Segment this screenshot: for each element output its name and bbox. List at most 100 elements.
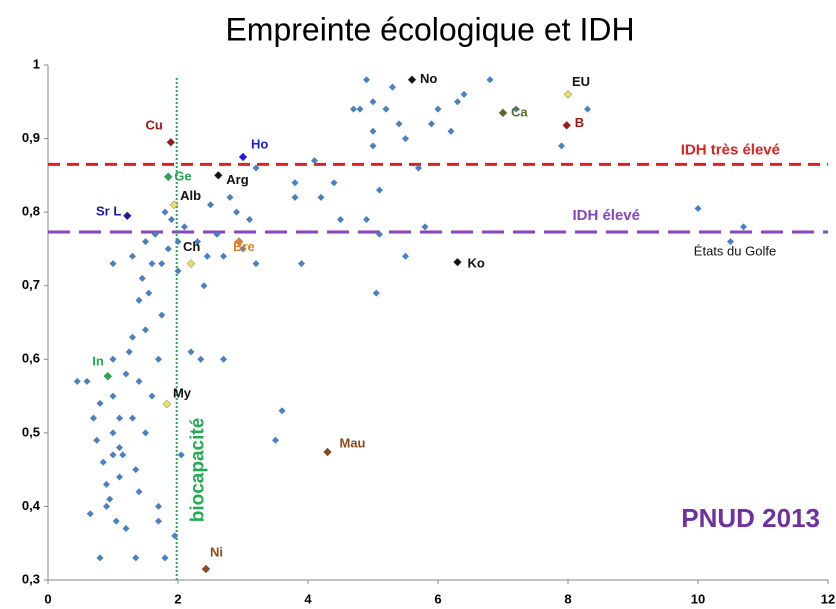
point-label: No [420,71,437,86]
point [155,355,162,363]
point-label: EU [572,74,590,89]
point [86,510,94,518]
point [116,444,123,452]
point [402,135,409,143]
point [272,436,279,444]
labeled-point [407,75,417,85]
point [187,348,195,356]
point [103,502,110,510]
labeled-point [186,259,196,268]
labeled-point [103,371,113,381]
point [129,414,136,422]
y-tick-label: 0,4 [22,498,41,513]
point [317,193,325,201]
point [421,223,429,231]
point [132,554,140,562]
y-tick-label: 0,9 [22,130,40,145]
point [239,245,247,253]
labeled-point [453,257,462,267]
point [447,127,455,135]
point [142,238,149,246]
labeled-point [563,90,573,99]
point [330,179,338,187]
x-tick-label: 2 [174,591,181,606]
point-label: Bre [233,239,255,254]
point [350,105,357,113]
point [116,414,123,422]
x-tick-label: 4 [304,591,312,606]
point [200,282,208,290]
point [135,488,143,496]
point [132,466,140,474]
point-label: Ko [468,256,485,271]
x-tick-label: 8 [564,591,571,606]
point [252,260,260,268]
labeled-point [234,237,244,246]
point-label: Ch [183,239,200,254]
labeled-point [562,120,572,130]
point [278,407,286,415]
point [161,208,169,216]
point [151,230,159,238]
labeled-point [163,172,173,182]
point [203,252,211,260]
point [96,399,104,407]
point-label: Cu [146,118,163,133]
point-label: Ge [174,168,191,183]
chart-title: Empreinte écologique et IDH [225,11,634,47]
point-label: Ho [251,136,268,151]
point [142,429,149,437]
point [164,245,172,253]
point [694,204,702,212]
point-label: In [92,354,104,369]
point [99,458,107,466]
point [220,252,227,260]
point [174,238,182,246]
point [109,260,117,268]
point [109,355,117,363]
x-tick-label: 6 [434,591,441,606]
point [369,127,377,135]
y-tick-label: 0,6 [22,351,40,366]
point [138,274,146,282]
point [291,179,299,187]
point-label: Ca [511,104,528,119]
point [106,495,114,503]
point [109,451,117,459]
point [129,252,136,260]
point [177,451,185,459]
point [181,223,188,231]
labeled-point [238,152,248,162]
point [363,216,370,223]
x-tick-label: 10 [691,591,705,606]
reference-label: IDH élevé [572,207,640,224]
point [129,333,136,341]
point [174,267,182,275]
labeled-point [166,137,176,147]
point [226,193,234,201]
point [252,164,260,172]
point [291,193,299,201]
point [428,120,435,128]
point [145,289,153,297]
y-tick-label: 1 [33,56,40,71]
point-label: B [575,115,584,130]
point [558,142,565,150]
reference-label: biocapacité [188,418,209,523]
point [148,392,156,400]
labeled-point [169,200,179,210]
point [213,230,221,238]
y-tick-label: 0,5 [22,424,40,439]
point [135,377,143,385]
reference-label: IDH très élevé [681,141,780,158]
point [298,260,305,268]
point-label: Mau [340,435,366,450]
x-tick-label: 12 [821,591,835,606]
point [363,76,370,84]
point [119,451,127,459]
point [161,554,169,562]
labeled-point [201,564,211,574]
annotation: États du Golfe [694,243,776,258]
point-label: Sr L [96,203,121,218]
